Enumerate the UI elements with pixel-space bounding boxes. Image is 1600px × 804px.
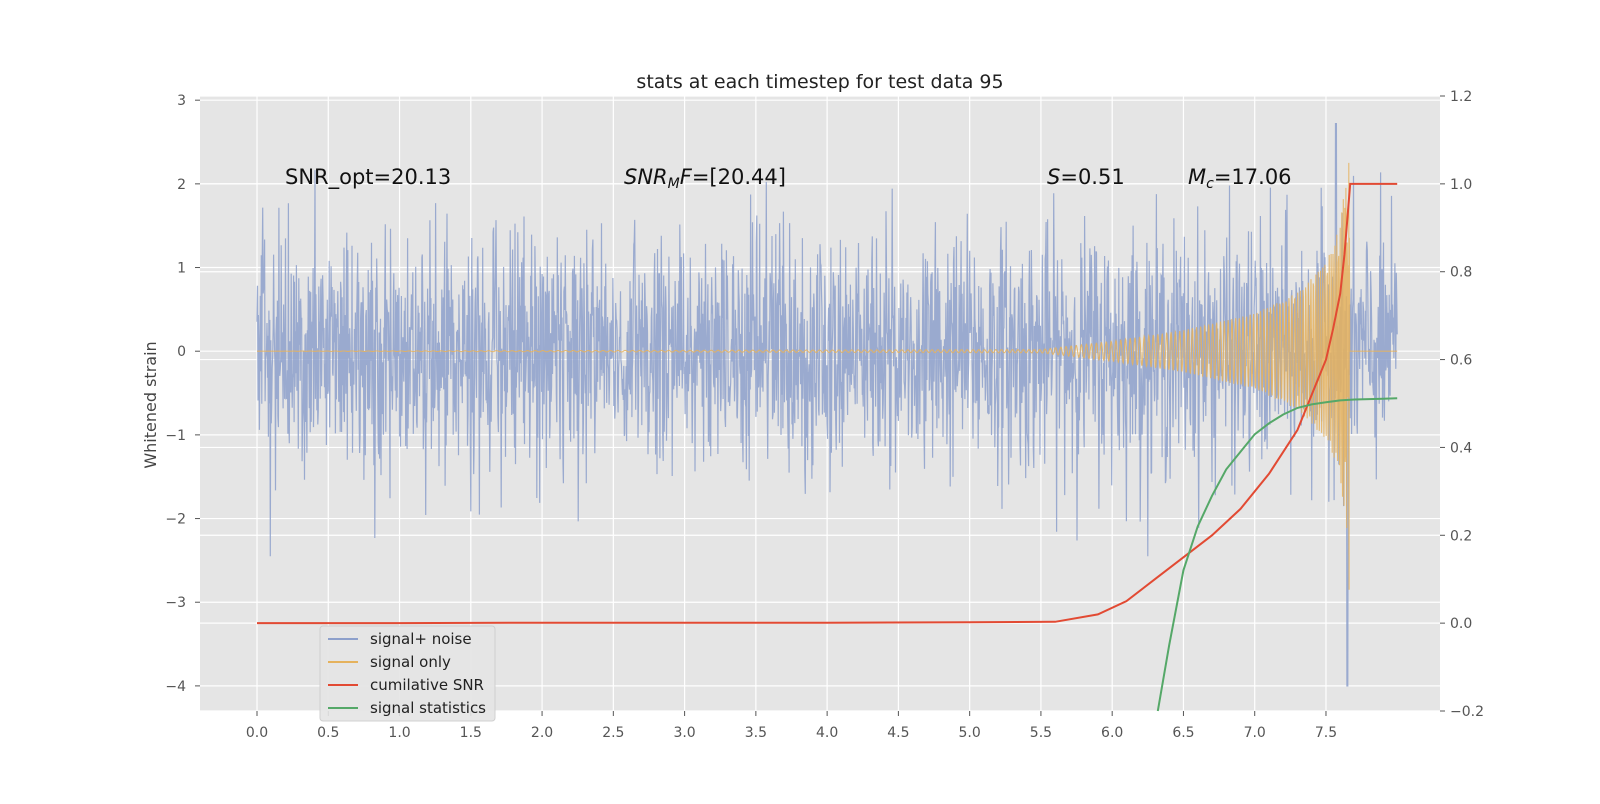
series-signal-noise xyxy=(256,123,1398,687)
x-tick-label: 3.5 xyxy=(745,725,767,741)
legend-label-signal-statistics: signal statistics xyxy=(370,699,486,717)
y2-tick-label: 1.2 xyxy=(1450,89,1472,105)
annotation-snr-mf: SNRMF=[20.44] xyxy=(624,165,786,192)
y-tick-label: −1 xyxy=(165,428,186,444)
x-tick-label: 2.5 xyxy=(602,725,624,741)
legend-item-signal-noise: signal+ noise xyxy=(328,630,472,648)
x-tick-label: 6.0 xyxy=(1101,725,1123,741)
x-tick-label: 5.0 xyxy=(959,725,981,741)
legend-item-cumilative-snr: cumilative SNR xyxy=(328,676,484,694)
annotation-mc: Mc=17.06 xyxy=(1188,165,1292,192)
legend-label-signal-noise: signal+ noise xyxy=(370,630,472,648)
ticks: 0.0 0.5 1.0 1.5 2.0 2.5 3.0 3.5 4.0 4.5 5.0 5.5 6.0 6… xyxy=(165,89,1484,741)
legend-label-signal-only: signal only xyxy=(370,653,451,671)
x-tick-label: 0.5 xyxy=(317,725,339,741)
annotation-mc-sub: c xyxy=(1206,176,1214,192)
x-tick-label: 1.0 xyxy=(388,725,410,741)
y2-tick-label: 0.8 xyxy=(1450,265,1472,281)
y-tick-label: 1 xyxy=(177,261,186,277)
annotation-snr-mf-rest: F xyxy=(680,165,693,189)
y2-tick-label: 0.0 xyxy=(1450,616,1472,632)
legend-box xyxy=(319,625,496,722)
y-axis-label: Whitened strain xyxy=(141,341,160,468)
annotation-mc-value: =17.06 xyxy=(1214,165,1292,189)
y2-tick-label: 1.0 xyxy=(1450,177,1472,193)
x-tick-label: 1.5 xyxy=(460,725,482,741)
y-tick-label: 2 xyxy=(177,177,186,193)
series-signal-statistics xyxy=(1156,397,1398,712)
legend-item-signal-only: signal only xyxy=(328,653,451,671)
annotation-snr-mf-value: =[20.44] xyxy=(692,165,786,189)
x-tick-label: 2.0 xyxy=(531,725,553,741)
annotation-s-value: =0.51 xyxy=(1060,165,1124,189)
y-tick-label: 0 xyxy=(177,344,186,360)
chart-title: stats at each timestep for test data 95 xyxy=(636,71,1003,93)
annotation-mc-italic: M xyxy=(1188,165,1206,189)
x-tick-label: 7.5 xyxy=(1315,725,1337,741)
annotation-snr-mf-italic: SNR xyxy=(624,165,668,189)
x-tick-label: 4.5 xyxy=(887,725,909,741)
y-tick-label: −2 xyxy=(165,512,186,528)
annotations: SNR_opt=20.13 SNRMF=[20.44] S=0.51 Mc=17… xyxy=(285,165,1292,192)
annotation-s: S=0.51 xyxy=(1047,165,1125,189)
y2-tick-label: 0.4 xyxy=(1450,440,1472,456)
annotation-snr-mf-sub: M xyxy=(668,176,680,192)
legend-item-signal-statistics: signal statistics xyxy=(328,699,486,717)
x-tick-label: 7.0 xyxy=(1244,725,1266,741)
x-tick-label: 4.0 xyxy=(816,725,838,741)
legend-label-cumilative-snr: cumilative SNR xyxy=(370,676,484,694)
y-tick-label: 3 xyxy=(177,93,186,109)
series-signal-only xyxy=(257,162,1398,590)
x-tick-label: 3.0 xyxy=(673,725,695,741)
series-cumilative-snr xyxy=(257,182,1398,625)
y-tick-label: −4 xyxy=(165,679,186,695)
y-tick-label: −3 xyxy=(165,595,186,611)
x-tick-label: 5.5 xyxy=(1030,725,1052,741)
legend: signal+ noise signal only cumilative SNR… xyxy=(319,625,496,722)
annotation-snr-opt: SNR_opt=20.13 xyxy=(285,165,451,190)
x-tick-label: 0.0 xyxy=(246,725,268,741)
y2-tick-label: −0.2 xyxy=(1450,704,1484,720)
annotation-s-italic: S xyxy=(1047,165,1060,189)
series-layer xyxy=(256,123,1398,712)
y2-tick-label: 0.2 xyxy=(1450,528,1472,544)
x-tick-label: 6.5 xyxy=(1172,725,1194,741)
y2-tick-label: 0.6 xyxy=(1450,353,1472,369)
